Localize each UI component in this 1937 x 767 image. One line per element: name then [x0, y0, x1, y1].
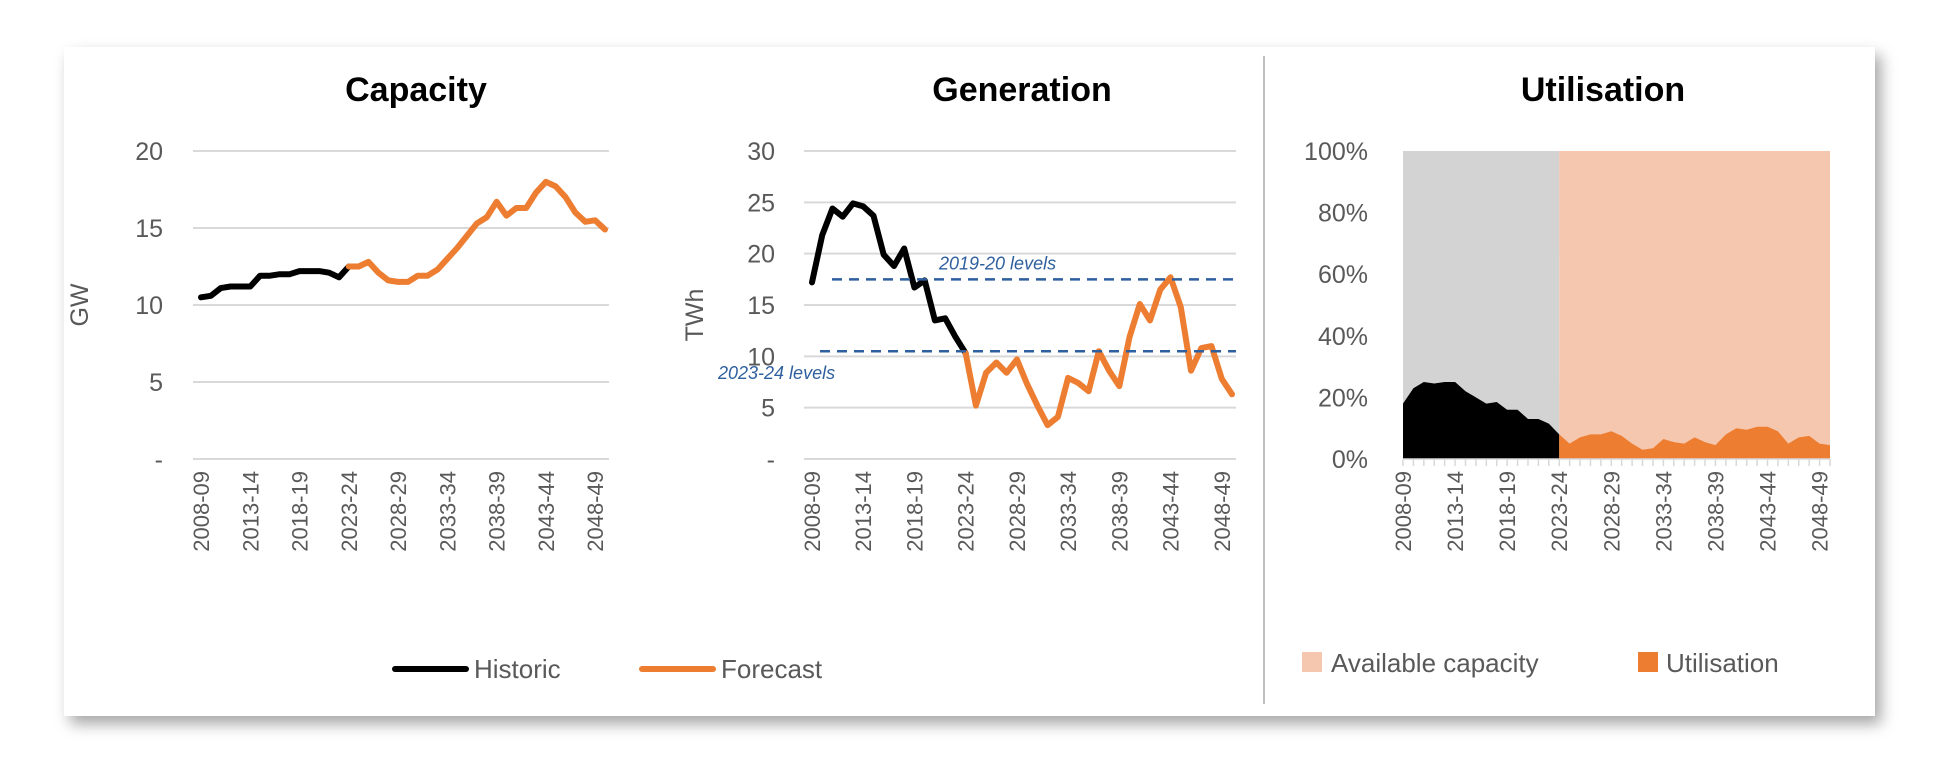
- generation-chart: Generation - 5 10 15 20 25 30 TWh 2008-09 2013-14 2…: [681, 71, 1236, 552]
- legend-available-label: Available capacity: [1331, 648, 1539, 678]
- y-tick-label: -: [767, 446, 775, 474]
- y-tick-label: 80%: [1318, 200, 1368, 228]
- x-tick-label: 2043-44: [1756, 471, 1781, 552]
- legend-lines: Historic Forecast: [392, 654, 823, 684]
- chart-title: Utilisation: [1521, 71, 1685, 109]
- x-tick-label: 2048-49: [1808, 471, 1833, 552]
- x-tick-label: 2013-14: [1443, 471, 1468, 552]
- x-tick-label: 2023-24: [954, 471, 979, 552]
- forecast-line: [345, 178, 608, 285]
- forecast-area: [1559, 426, 1830, 459]
- legend-forecast-label: Forecast: [721, 654, 823, 684]
- x-tick-label: 2028-29: [386, 471, 411, 552]
- chart-title: Generation: [932, 71, 1111, 109]
- y-tick-label: 60%: [1318, 261, 1368, 289]
- x-tick-label: 2008-09: [189, 471, 214, 552]
- y-tick-label: 100%: [1304, 138, 1368, 166]
- reference-label: 2019-20 levels: [938, 253, 1056, 273]
- x-tick-label: 2043-44: [534, 471, 559, 552]
- x-tick-label: 2033-34: [435, 471, 460, 552]
- utilisation-chart: Utilisation 0% 20% 40% 60% 80% 100% 2008-09 2013…: [1304, 71, 1833, 552]
- x-tick-label: 2038-39: [1703, 471, 1728, 552]
- legend-available-swatch: [1302, 652, 1322, 672]
- y-axis-label: GW: [66, 283, 94, 326]
- y-tick-label: 30: [747, 138, 775, 166]
- legend-historic-label: Historic: [474, 654, 561, 684]
- y-tick-label: 5: [149, 369, 163, 397]
- y-axis-label: TWh: [681, 289, 709, 342]
- x-tick-label: 2038-39: [1107, 471, 1132, 552]
- y-tick-label: 40%: [1318, 323, 1368, 351]
- y-tick-label: 0%: [1332, 446, 1368, 474]
- x-tick-label: 2008-09: [800, 471, 825, 552]
- y-tick-label: 15: [747, 292, 775, 320]
- y-tick-label: 10: [135, 292, 163, 320]
- y-tick-label: -: [155, 446, 163, 474]
- y-tick-label: 15: [135, 215, 163, 243]
- x-tick-label: 2018-19: [288, 471, 313, 552]
- x-tick-label: 2018-19: [902, 471, 927, 552]
- x-tick-label: 2028-29: [1005, 471, 1030, 552]
- x-tick-label: 2038-39: [485, 471, 510, 552]
- historic-line: [809, 200, 969, 357]
- x-tick-label: 2048-49: [583, 471, 608, 552]
- legend-utilisation-swatch: [1638, 652, 1658, 672]
- historic-area: [1403, 382, 1560, 459]
- available-forecast-area: [1559, 151, 1830, 459]
- x-tick-label: 2048-49: [1210, 471, 1235, 552]
- y-tick-label: 10: [747, 343, 775, 371]
- x-tick-label: 2008-09: [1391, 471, 1416, 552]
- x-tick-label: 2018-19: [1495, 471, 1520, 552]
- available-historic-area: [1403, 151, 1560, 459]
- x-tick-label: 2033-34: [1056, 471, 1081, 552]
- legend-utilisation-label: Utilisation: [1666, 648, 1779, 678]
- y-tick-label: 20: [135, 138, 163, 166]
- y-tick-label: 20%: [1318, 384, 1368, 412]
- historic-line: [198, 263, 352, 301]
- y-tick-label: 5: [761, 395, 775, 423]
- x-tick-label: 2028-29: [1599, 471, 1624, 552]
- legend-areas: Available capacity Utilisation: [1302, 648, 1779, 678]
- capacity-chart: Capacity - 5 10 15 20 GW 2008-09 2013-14 2018-19 2…: [66, 71, 609, 552]
- x-tick-label: 2033-34: [1651, 471, 1676, 552]
- y-tick-label: 20: [747, 241, 775, 269]
- y-tick-label: 25: [747, 189, 775, 217]
- x-tick-label: 2013-14: [851, 471, 876, 552]
- x-tick-label: 2023-24: [1547, 471, 1572, 552]
- x-tick-label: 2043-44: [1159, 471, 1184, 552]
- x-tick-label: 2013-14: [238, 471, 263, 552]
- chart-title: Capacity: [345, 71, 487, 109]
- reference-label: 2023-24 levels: [717, 363, 835, 383]
- x-tick-label: 2023-24: [337, 471, 362, 552]
